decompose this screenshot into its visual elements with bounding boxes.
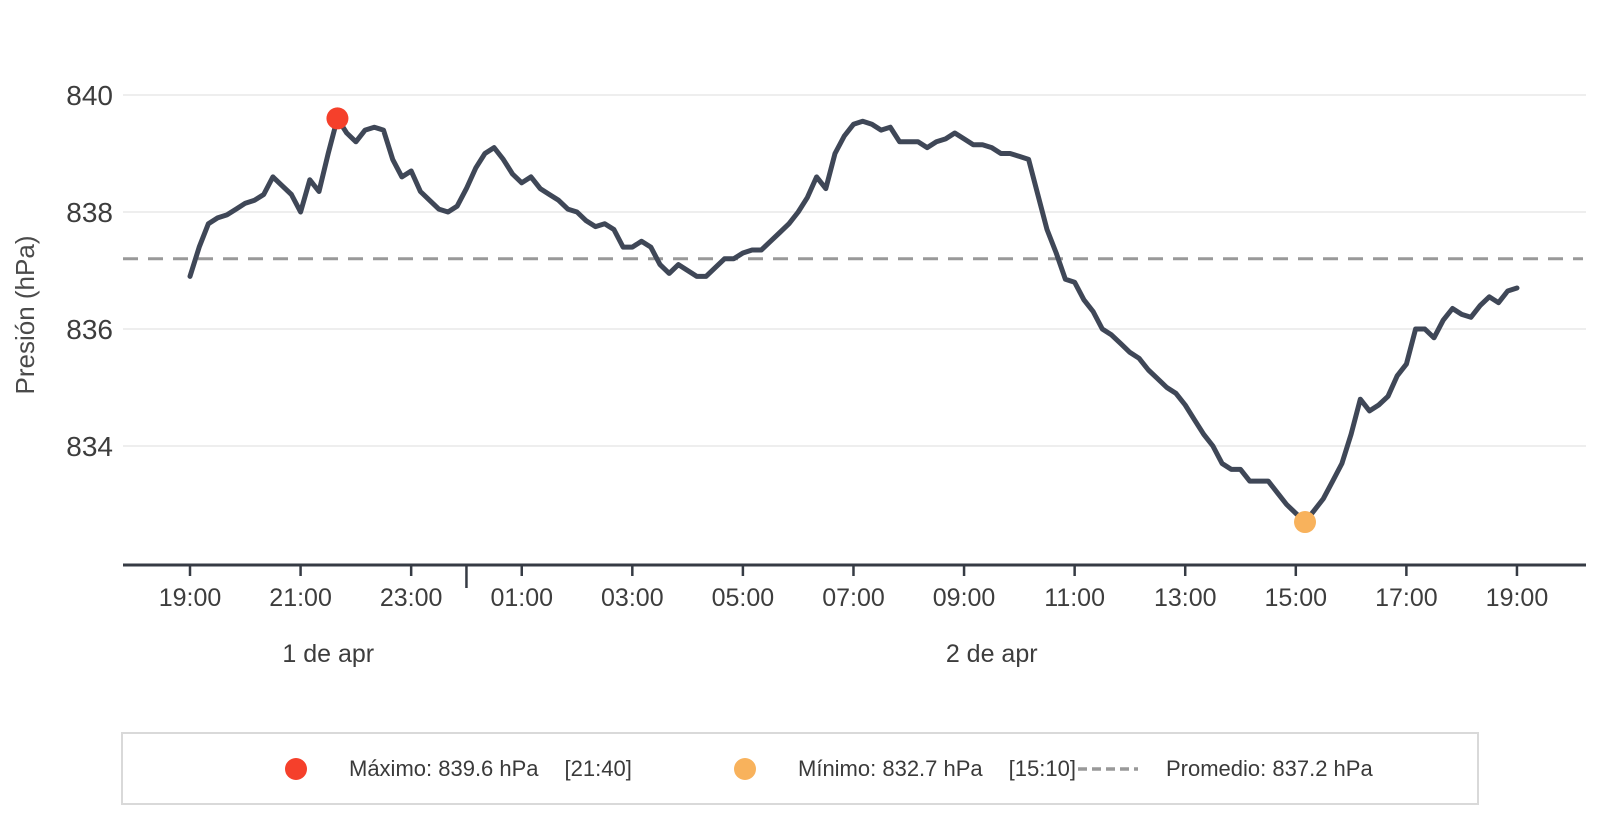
average-line-icon xyxy=(1078,766,1138,771)
max-point-icon xyxy=(285,757,307,780)
x-tick-label: 19:00 xyxy=(159,584,222,612)
x-tick-label: 17:00 xyxy=(1375,584,1438,612)
x-tick-label: 09:00 xyxy=(933,584,996,612)
x-tick-label: 07:00 xyxy=(822,584,885,612)
pressure-line xyxy=(187,115,1520,525)
x-tick-label: 13:00 xyxy=(1154,584,1217,612)
legend-item-average: Promedio: 837.2 hPa xyxy=(1076,734,1373,803)
legend-min-time: [15:10] xyxy=(1008,755,1076,781)
min-point-marker xyxy=(1294,511,1317,534)
y-tick-label: 834 xyxy=(66,431,113,462)
day-label-2: 2 de apr xyxy=(946,640,1038,668)
x-tick-label: 15:00 xyxy=(1265,584,1328,612)
x-tick-label: 03:00 xyxy=(601,584,664,612)
y-tick-label: 840 xyxy=(66,80,113,111)
pressure-chart-svg: 840 838 836 834 Presión (hPa) 19:00 21:00 23:00… xyxy=(10,80,1586,668)
y-axis-title: Presión (hPa) xyxy=(10,236,40,395)
legend-max-time: [21:40] xyxy=(564,755,632,781)
y-tick-label: 838 xyxy=(66,197,113,228)
day-label-1: 1 de apr xyxy=(282,640,374,668)
legend-item-max: Máximo: 839.6 hPa [21:40] xyxy=(285,734,632,803)
x-tick-label: 23:00 xyxy=(380,584,443,612)
y-tick-label: 836 xyxy=(66,314,113,345)
pressure-chart: 840 838 836 834 Presión (hPa) 19:00 21:00 23:00… xyxy=(10,80,1586,668)
legend-max-label: Máximo: 839.6 hPa xyxy=(349,755,539,781)
x-tick-label: 01:00 xyxy=(490,584,553,612)
legend-item-min: Mínimo: 832.7 hPa [15:10] xyxy=(734,734,1076,803)
x-tick-label: 19:00 xyxy=(1486,584,1549,612)
x-tick-label: 05:00 xyxy=(712,584,775,612)
legend-average-label: Promedio: 837.2 hPa xyxy=(1166,755,1373,781)
max-point-marker xyxy=(326,107,349,130)
x-tick-label: 11:00 xyxy=(1044,584,1105,612)
x-tick-label: 21:00 xyxy=(269,584,332,612)
legend-min-label: Mínimo: 832.7 hPa xyxy=(798,755,983,781)
chart-legend: Máximo: 839.6 hPa [21:40] Mínimo: 832.7 … xyxy=(121,732,1479,805)
min-point-icon xyxy=(734,757,756,780)
